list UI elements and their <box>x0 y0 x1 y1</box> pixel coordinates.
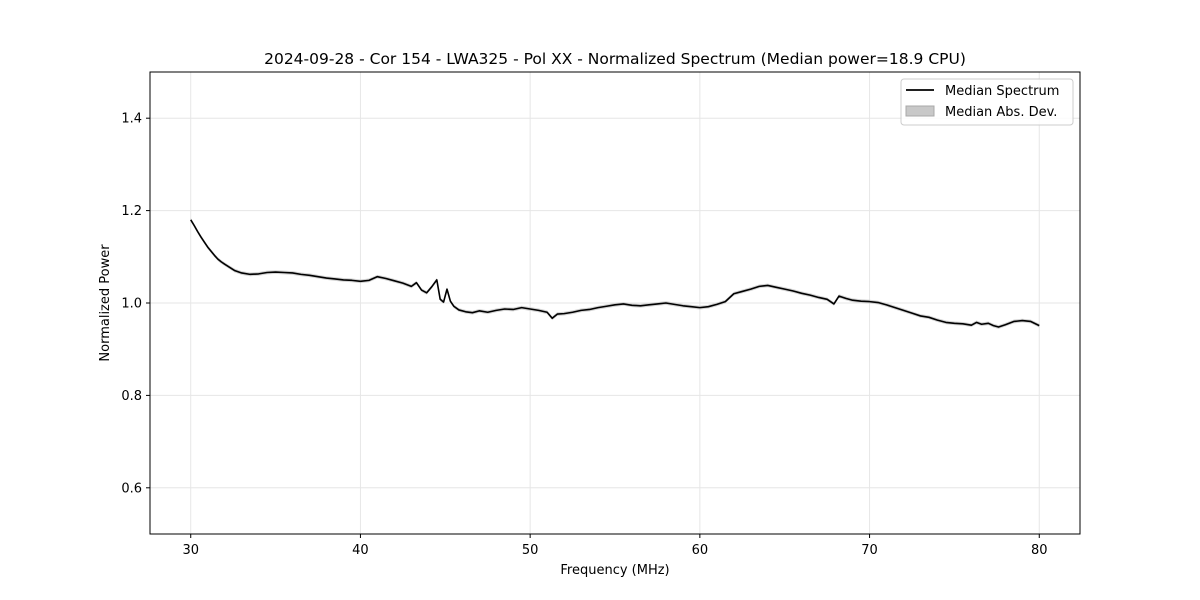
median-abs-dev-band <box>190 217 1040 329</box>
legend-label-median-spectrum: Median Spectrum <box>945 84 1059 99</box>
x-tick-label: 70 <box>861 543 878 558</box>
x-tick-label: 30 <box>182 543 199 558</box>
x-tick-label: 50 <box>522 543 539 558</box>
y-tick-label: 0.8 <box>121 389 142 404</box>
legend: Median Spectrum Median Abs. Dev. <box>900 78 1074 126</box>
median-spectrum-line <box>190 219 1040 328</box>
legend-box <box>900 78 1074 126</box>
x-axis-ticks: 30 40 50 60 70 80 <box>182 534 1048 558</box>
y-tick-label: 0.6 <box>121 481 142 496</box>
legend-label-median-abs-dev: Median Abs. Dev. <box>945 105 1057 120</box>
legend-band-swatch <box>905 105 935 117</box>
x-axis-label: Frequency (MHz) <box>560 563 669 578</box>
y-tick-label: 1.2 <box>121 204 142 219</box>
x-tick-label: 80 <box>1031 543 1048 558</box>
chart-title: 2024-09-28 - Cor 154 - LWA325 - Pol XX -… <box>264 50 966 68</box>
x-tick-label: 60 <box>692 543 709 558</box>
x-tick-label: 40 <box>352 543 369 558</box>
grid-lines <box>150 72 1080 534</box>
y-axis-ticks: 0.6 0.8 1.0 1.2 1.4 <box>121 112 150 496</box>
y-axis-label: Normalized Power <box>98 244 113 362</box>
y-tick-label: 1.0 <box>121 297 142 312</box>
y-tick-label: 1.4 <box>121 112 142 127</box>
